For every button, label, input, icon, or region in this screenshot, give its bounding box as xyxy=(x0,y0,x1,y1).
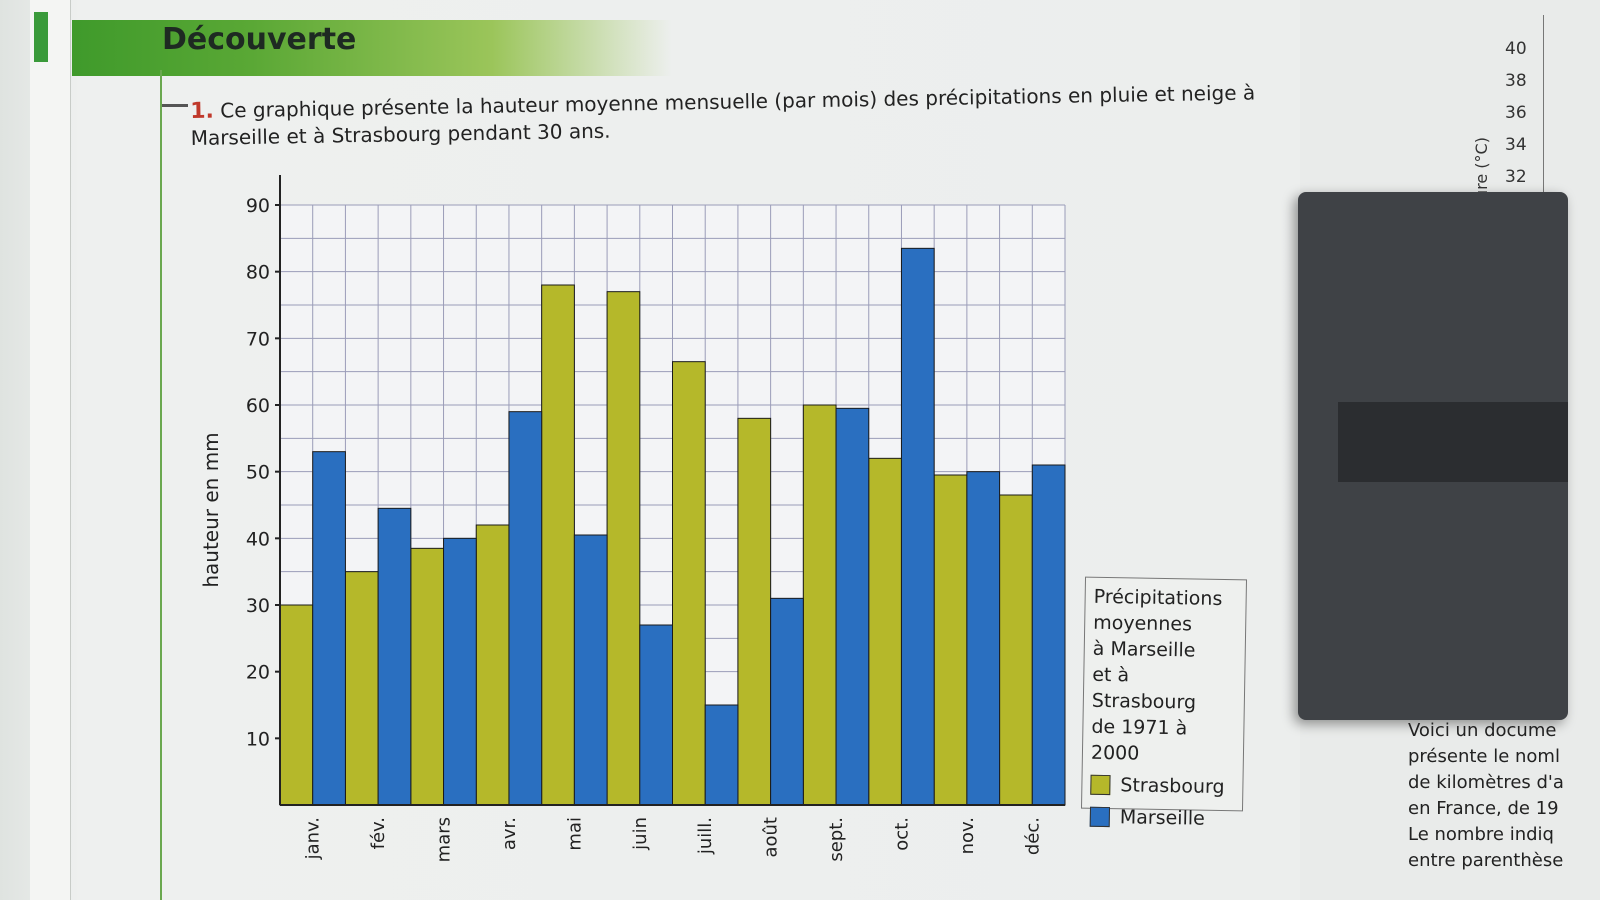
legend-swatch-strasbourg xyxy=(1090,774,1111,796)
legend-title-line: moyennes xyxy=(1093,611,1193,636)
text-line: entre parenthèse xyxy=(1408,850,1564,871)
bar-strasbourg xyxy=(672,361,706,806)
y-tick-label: 20 xyxy=(246,662,270,684)
bar-marseille xyxy=(704,704,739,806)
text-line: Le nombre indiq xyxy=(1408,824,1554,845)
right-tick: 34 xyxy=(1505,135,1527,155)
y-tick-label: 40 xyxy=(246,528,270,550)
y-tick-label: 80 xyxy=(246,262,270,284)
x-tick-label: juill. xyxy=(695,817,716,855)
precipitation-chart: 10 20 30 40 50 60 70 80 90 janv. fév. mars avr. mai ju… xyxy=(199,175,1066,862)
y-tick-label: 60 xyxy=(246,395,270,417)
right-tick: 40 xyxy=(1505,39,1527,59)
x-tick-label: avr. xyxy=(499,817,520,850)
x-tick-label: janv. xyxy=(303,817,324,860)
legend-label-strasbourg: Strasbourg xyxy=(1120,774,1225,799)
x-tick-label: mars xyxy=(434,817,455,862)
y-tick-label: 10 xyxy=(246,728,270,750)
question-dash xyxy=(162,104,188,107)
text-line: Voici un docume xyxy=(1408,720,1557,741)
bar-marseille xyxy=(377,507,412,806)
y-tick-label: 70 xyxy=(246,328,270,350)
right-chart-grid xyxy=(1543,15,1600,195)
page-gutter xyxy=(30,0,71,900)
chart-axes: 10 20 30 40 50 60 70 80 90 janv. fév. mars avr. mai ju… xyxy=(246,175,1065,862)
y-tick-label: 90 xyxy=(246,195,270,217)
bar-marseille xyxy=(900,247,935,806)
legend-title-line: et à Strasbourg xyxy=(1091,663,1197,714)
legend-swatch-marseille xyxy=(1089,806,1111,828)
bar-marseille xyxy=(1031,464,1066,806)
legend-item-marseille: Marseille xyxy=(1089,804,1234,833)
chart-bars xyxy=(279,247,1066,806)
y-tick-label: 30 xyxy=(246,595,270,617)
y-axis-label: hauteur en mm xyxy=(199,432,223,587)
section-title: Découverte xyxy=(162,22,357,57)
chart-legend: Précipitations moyennes à Marseille et à St… xyxy=(1080,576,1248,830)
x-tick-label: fév. xyxy=(368,817,389,849)
bar-strasbourg xyxy=(606,291,641,806)
text-line: en France, de 19 xyxy=(1408,798,1559,819)
legend-title: Précipitations moyennes à Marseille et à St… xyxy=(1091,584,1238,768)
bar-marseille xyxy=(443,537,477,806)
bar-marseille xyxy=(312,451,346,806)
right-page-text: Voici un docume présente le noml de kilo… xyxy=(1408,718,1568,874)
right-tick: 38 xyxy=(1505,71,1527,91)
x-tick-label: oct. xyxy=(891,817,912,851)
legend-item-strasbourg: Strasbourg xyxy=(1090,772,1234,801)
bar-marseille xyxy=(770,597,804,806)
x-tick-label: mai xyxy=(564,817,585,851)
dark-object xyxy=(1298,192,1568,720)
x-tick-label: nov. xyxy=(957,817,978,854)
legend-title-line: de 1971 à 2000 xyxy=(1090,715,1188,765)
x-tick-label: août xyxy=(761,817,782,858)
bar-strasbourg xyxy=(868,457,902,806)
bar-marseille xyxy=(835,407,870,806)
bar-strasbourg xyxy=(475,524,510,806)
bar-marseille xyxy=(966,471,1001,806)
section-banner xyxy=(72,20,672,76)
bar-strasbourg xyxy=(737,417,772,806)
section-tab xyxy=(34,12,48,62)
legend-label-marseille: Marseille xyxy=(1119,806,1205,830)
right-tick: 36 xyxy=(1505,103,1527,123)
bar-strasbourg xyxy=(999,494,1033,806)
legend-title-line: à Marseille xyxy=(1092,637,1196,662)
bar-strasbourg xyxy=(410,547,445,806)
margin-line xyxy=(160,70,162,900)
y-tick-label: 50 xyxy=(246,462,270,484)
bar-strasbourg xyxy=(541,284,575,806)
bar-strasbourg xyxy=(344,571,379,806)
right-axis-label: ure (°C) xyxy=(1472,137,1491,200)
bar-strasbourg xyxy=(279,604,314,806)
bar-marseille xyxy=(573,534,608,806)
text-line: de kilomètres d'a xyxy=(1408,772,1564,793)
bar-strasbourg xyxy=(802,404,837,806)
x-tick-label: sept. xyxy=(826,817,847,862)
bar-strasbourg xyxy=(933,474,968,806)
bar-marseille xyxy=(639,624,674,806)
x-tick-label: juin xyxy=(630,817,651,851)
text-line: présente le noml xyxy=(1408,746,1560,767)
bar-marseille xyxy=(508,411,543,806)
x-tick-label: déc. xyxy=(1022,817,1043,855)
right-tick: 32 xyxy=(1505,167,1527,187)
right-axis-ticks: 40 38 36 34 32 xyxy=(1505,33,1527,193)
legend-title-line: Précipitations xyxy=(1093,585,1223,611)
